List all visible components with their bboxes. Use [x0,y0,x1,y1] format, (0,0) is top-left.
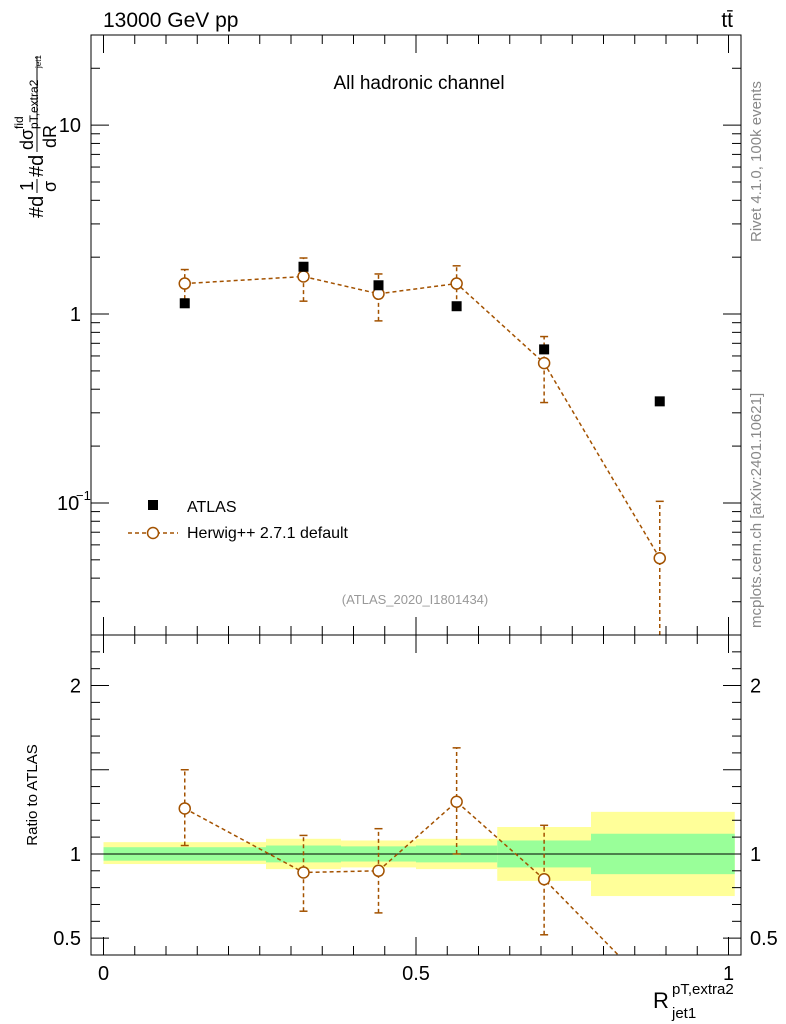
ratio-herwig-point [178,802,191,815]
rivet-label: Rivet 4.1.0, 100k events [748,81,765,242]
atlas-point [451,301,462,312]
main-ytick-label-base: 10 [57,493,79,515]
energy-label: 13000 GeV pp [103,9,238,32]
xtick-label: 1 [723,963,734,985]
atlas-point [179,298,190,309]
herwig-point [653,551,666,565]
xlabel-sup: pT,extra2 [672,981,734,998]
ratio-ytick-label-left: 0.5 [53,928,81,950]
atlas-point [539,344,550,355]
atlas-point [373,280,384,291]
ratio-ytick-label-left: 1 [70,844,81,866]
ratio-axes: 0 0.5 1 2 2 1 1 0.5 0.5 [53,634,778,985]
ratio-herwig-point [537,872,551,886]
ratio-ylabel: Ratio to ATLAS [24,744,41,845]
legend-herwig-marker [146,526,160,540]
ratio-ytick-label-right: 2 [750,676,761,698]
ratio-ytick-label-left: 2 [70,676,81,698]
ratio-herwig-point [372,864,385,878]
atlas-point [654,396,665,407]
xlabel-sub: jet1 [671,1005,696,1022]
xtick-label: 0 [98,963,109,985]
ylabel-sig-sub: pT,extra2 [27,79,41,129]
herwig-point [537,356,551,370]
ylabel-sigma: σ [40,181,60,192]
herwig-point [450,277,463,290]
ylabel-frac-num: 1 [17,181,37,191]
herwig-line [184,275,661,559]
legend-atlas-label: ATLAS [187,499,237,516]
process-label: tt̄ [721,9,733,32]
ratio-panel: 0 0.5 1 2 2 1 1 0.5 0.5 Ratio to ATLAS [24,634,778,985]
legend-herwig-label: Herwig++ 2.7.1 default [187,525,349,542]
xlabel: R pT,extra2 jet1 [653,981,734,1022]
main-ytick-label: 10 [59,115,81,137]
ratio-series [178,747,620,955]
xlabel-base: R [653,988,669,1013]
ylabel-sig-sup: fid [12,116,26,129]
herwig-point [178,277,191,290]
chart-title: All hadronic channel [333,73,504,94]
main-ylabel: #d 1 σ #d dσ fid pT,extra2 jet1 dR [12,55,60,218]
ylabel-hash1: #d [26,196,48,218]
ylabel-sig-subsub: jet1 [34,55,43,69]
ratio-frame [90,634,742,956]
atlas-point [298,261,309,272]
mcplots-label: mcplots.cern.ch [arXiv:2401.10621] [748,393,765,628]
ylabel-den: dR [40,125,60,148]
ratio-herwig-point [297,866,310,879]
analysis-id: (ATLAS_2020_I1801434) [342,592,488,607]
ratio-plot-content [91,747,741,955]
ratio-ytick-label-right: 0.5 [750,928,778,950]
ratio-herwig-point [450,795,463,808]
ylabel-hash2: #d [26,155,48,177]
main-ytick-label: 1 [70,304,81,326]
legend: ATLAS Herwig++ 2.7.1 default [128,499,349,542]
ratio-ytick-label-right: 1 [750,844,761,866]
main-frame [90,34,742,636]
xtick-label: 0.5 [402,963,430,985]
main-plot-content [178,257,666,635]
main-ytick-label-exp: −1 [76,488,91,503]
ratio-herwig-line [184,800,620,955]
ylabel-sig-num: dσ [17,129,37,150]
herwig-point [297,270,310,283]
legend-atlas-marker [148,500,158,510]
